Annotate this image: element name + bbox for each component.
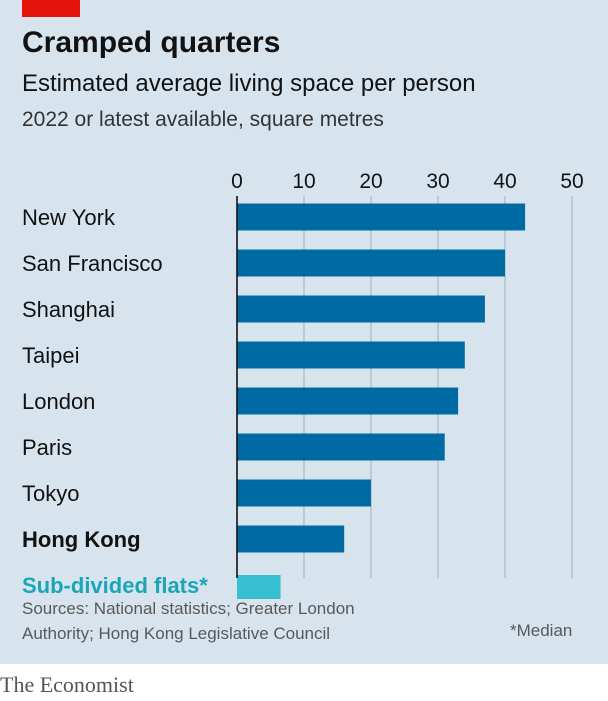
publisher-logo: The Economist xyxy=(0,672,134,697)
tick-label-0: 0 xyxy=(231,170,243,193)
unit-note: 2022 or latest available, square metres xyxy=(22,108,384,131)
tick-label-10: 10 xyxy=(292,170,315,193)
bar-chart: 0 10 20 30 40 50 New York San Francisco Shanghai… xyxy=(22,170,584,599)
footnote: *Median xyxy=(510,621,573,640)
category-label-3: Taipei xyxy=(22,343,79,368)
chart-title: Cramped quarters xyxy=(22,26,281,59)
bar-2 xyxy=(237,295,485,323)
tick-label-20: 20 xyxy=(359,170,382,193)
category-label-7: Hong Kong xyxy=(22,527,141,552)
bar-8 xyxy=(237,575,281,599)
category-label-0: New York xyxy=(22,205,116,230)
bar-6 xyxy=(237,479,371,507)
bar-4 xyxy=(237,387,459,415)
category-label-4: London xyxy=(22,389,95,414)
category-label-8: Sub-divided flats* xyxy=(22,573,208,598)
brand-tag xyxy=(22,0,80,17)
tick-label-30: 30 xyxy=(426,170,449,193)
bar-3 xyxy=(237,341,465,369)
chart-subtitle: Estimated average living space per perso… xyxy=(22,70,476,97)
tick-label-50: 50 xyxy=(560,170,583,193)
bar-0 xyxy=(237,203,526,231)
bar-1 xyxy=(237,249,505,277)
sources-line-2: Authority; Hong Kong Legislative Council xyxy=(22,624,331,643)
bar-5 xyxy=(237,433,445,461)
tick-label-40: 40 xyxy=(493,170,516,193)
category-label-1: San Francisco xyxy=(22,251,163,276)
sources-line-1: Sources: National statistics; Greater Lo… xyxy=(22,599,355,618)
chart-panel: Cramped quarters Estimated average livin… xyxy=(0,0,608,664)
sources-note: Sources: National statistics; Greater Lo… xyxy=(22,596,355,646)
bar-7 xyxy=(237,525,345,553)
category-label-2: Shanghai xyxy=(22,297,115,322)
category-label-6: Tokyo xyxy=(22,481,79,506)
category-label-5: Paris xyxy=(22,435,72,460)
